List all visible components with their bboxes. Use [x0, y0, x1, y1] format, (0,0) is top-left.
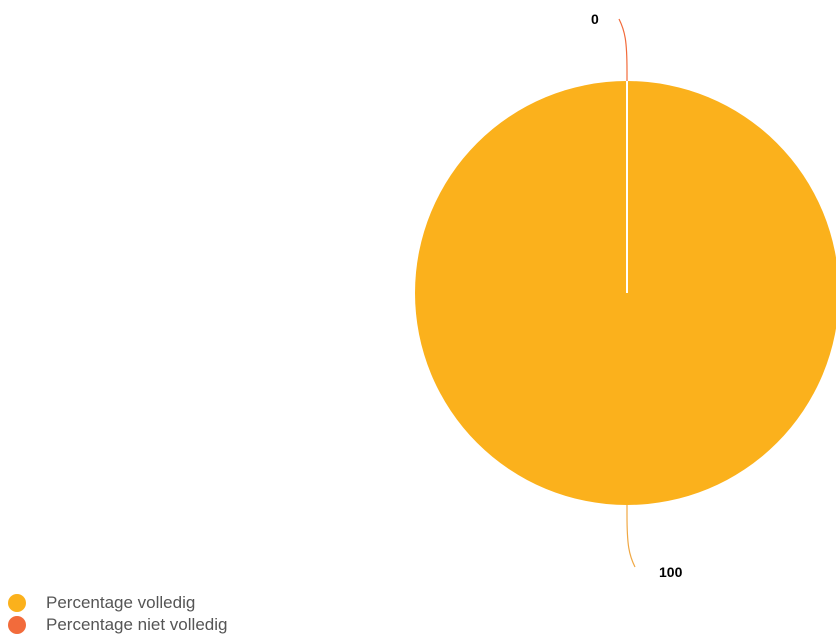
- legend-marker-percentage-volledig: [8, 594, 26, 612]
- legend-item-percentage-volledig[interactable]: Percentage volledig: [8, 592, 227, 614]
- data-labels: 0 100: [591, 11, 683, 580]
- legend-marker-percentage-niet-volledig: [8, 616, 26, 634]
- legend-label: Percentage niet volledig: [46, 615, 228, 634]
- legend: Percentage volledig Percentage niet voll…: [8, 592, 227, 636]
- pie-chart-svg: 0 100: [415, 11, 836, 580]
- legend-item-percentage-niet-volledig[interactable]: Percentage niet volledig: [8, 614, 227, 636]
- legend-label: Percentage volledig: [46, 593, 196, 612]
- data-label-percentage-volledig: 100: [659, 564, 683, 580]
- pie-chart: 0 100: [415, 11, 836, 580]
- leader-lines: [618, 18, 636, 568]
- pie-slices: [415, 81, 836, 505]
- pie-slice-percentage-volledig[interactable]: [415, 81, 836, 505]
- data-label-percentage-niet-volledig: 0: [591, 11, 599, 27]
- leader-line-percentage-niet-volledig: [618, 18, 628, 81]
- leader-line-percentage-volledig: [626, 505, 636, 568]
